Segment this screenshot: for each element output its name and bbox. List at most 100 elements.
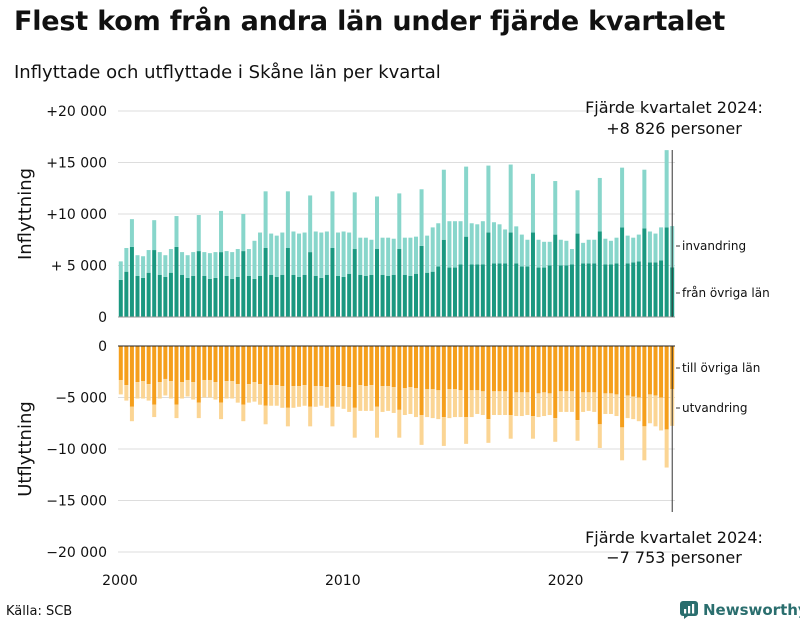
brand-name: Newsworthy — [703, 601, 800, 619]
bar-till-ovriga-lan — [196, 346, 201, 403]
bar-fran-ovriga-lan — [491, 263, 496, 317]
bar-chart-logo-icon — [680, 601, 698, 619]
bar-till-ovriga-lan — [620, 346, 625, 428]
bar-utvandring — [352, 407, 357, 438]
bar-fran-ovriga-lan — [336, 275, 341, 317]
bar-utvandring — [174, 404, 179, 419]
bar-fran-ovriga-lan — [592, 263, 597, 317]
bar-invandring — [425, 235, 430, 273]
bar-till-ovriga-lan — [402, 346, 407, 389]
bar-fran-ovriga-lan — [375, 249, 380, 317]
bars — [118, 150, 675, 468]
bar-utvandring — [213, 382, 218, 400]
bar-fran-ovriga-lan — [441, 239, 446, 317]
bar-utvandring — [503, 391, 508, 416]
bar-invandring — [135, 255, 140, 276]
bar-till-ovriga-lan — [280, 346, 285, 387]
axes — [118, 150, 680, 512]
bar-till-ovriga-lan — [614, 346, 619, 395]
bar-utvandring — [413, 388, 418, 418]
bar-fran-ovriga-lan — [631, 262, 636, 317]
bar-utvandring — [514, 392, 519, 417]
bar-till-ovriga-lan — [631, 346, 636, 397]
bar-till-ovriga-lan — [592, 346, 597, 393]
bar-utvandring — [324, 387, 329, 408]
bar-utvandring — [241, 404, 246, 422]
bar-invandring — [469, 223, 474, 265]
y-tick-label-inflyttning: + 5 000 — [51, 259, 107, 275]
bar-fran-ovriga-lan — [341, 276, 346, 317]
bar-utvandring — [659, 397, 664, 431]
bar-till-ovriga-lan — [285, 346, 290, 408]
bar-till-ovriga-lan — [308, 346, 313, 407]
bar-utvandring — [263, 405, 268, 425]
bar-utvandring — [386, 386, 391, 411]
bar-utvandring — [480, 391, 485, 416]
bar-till-ovriga-lan — [336, 346, 341, 386]
bar-invandring — [664, 150, 669, 228]
bar-invandring — [258, 232, 263, 276]
bar-fran-ovriga-lan — [430, 271, 435, 317]
bar-fran-ovriga-lan — [330, 247, 335, 317]
bar-till-ovriga-lan — [168, 346, 173, 382]
bar-utvandring — [452, 389, 457, 418]
bar-utvandring — [642, 426, 647, 461]
bar-utvandring — [152, 404, 157, 418]
bar-utvandring — [408, 387, 413, 414]
bar-fran-ovriga-lan — [425, 272, 430, 317]
bar-utvandring — [397, 409, 402, 438]
bar-fran-ovriga-lan — [347, 273, 352, 317]
bar-till-ovriga-lan — [441, 346, 446, 418]
bar-utvandring — [118, 379, 123, 395]
bar-utvandring — [285, 407, 290, 427]
bar-till-ovriga-lan — [514, 346, 519, 393]
bar-till-ovriga-lan — [324, 346, 329, 388]
bar-fran-ovriga-lan — [313, 275, 318, 317]
bar-utvandring — [207, 379, 212, 398]
bar-invandring — [363, 237, 368, 276]
bar-till-ovriga-lan — [586, 346, 591, 393]
bar-invandring — [274, 235, 279, 277]
bar-fran-ovriga-lan — [386, 275, 391, 317]
bar-fran-ovriga-lan — [469, 264, 474, 317]
bar-till-ovriga-lan — [408, 346, 413, 388]
bar-invandring — [536, 239, 541, 268]
bar-fran-ovriga-lan — [536, 267, 541, 317]
bar-fran-ovriga-lan — [486, 232, 491, 317]
bar-utvandring — [519, 392, 524, 417]
bar-utvandring — [369, 385, 374, 411]
bar-invandring — [553, 181, 558, 235]
bar-till-ovriga-lan — [269, 346, 274, 386]
bar-fran-ovriga-lan — [185, 277, 190, 317]
bar-fran-ovriga-lan — [297, 276, 302, 317]
bar-fran-ovriga-lan — [146, 272, 151, 317]
bar-fran-ovriga-lan — [246, 275, 251, 317]
bar-invandring — [352, 192, 357, 250]
bar-invandring — [375, 196, 380, 250]
bar-utvandring — [653, 395, 658, 427]
bar-invandring — [319, 232, 324, 278]
bar-fran-ovriga-lan — [141, 277, 146, 317]
bar-fran-ovriga-lan — [664, 227, 669, 317]
bar-invandring — [575, 190, 580, 234]
bar-fran-ovriga-lan — [636, 261, 641, 317]
bar-utvandring — [297, 386, 302, 407]
bar-utvandring — [163, 378, 168, 396]
bar-fran-ovriga-lan — [608, 264, 613, 317]
bar-fran-ovriga-lan — [647, 262, 652, 317]
bar-utvandring — [636, 397, 641, 422]
bar-till-ovriga-lan — [553, 346, 558, 419]
bar-utvandring — [135, 382, 140, 399]
bar-invandring — [313, 231, 318, 276]
bar-till-ovriga-lan — [491, 346, 496, 392]
bar-fran-ovriga-lan — [625, 263, 630, 317]
y-tick-label-utflyttning: −20 000 — [46, 545, 107, 561]
bar-utvandring — [508, 415, 513, 439]
bar-utvandring — [124, 385, 129, 401]
bar-fran-ovriga-lan — [542, 267, 547, 317]
bar-till-ovriga-lan — [157, 346, 162, 383]
bar-invandring — [297, 233, 302, 277]
bar-fran-ovriga-lan — [558, 265, 563, 317]
bar-till-ovriga-lan — [642, 346, 647, 427]
x-tick-label: 2010 — [325, 573, 361, 589]
